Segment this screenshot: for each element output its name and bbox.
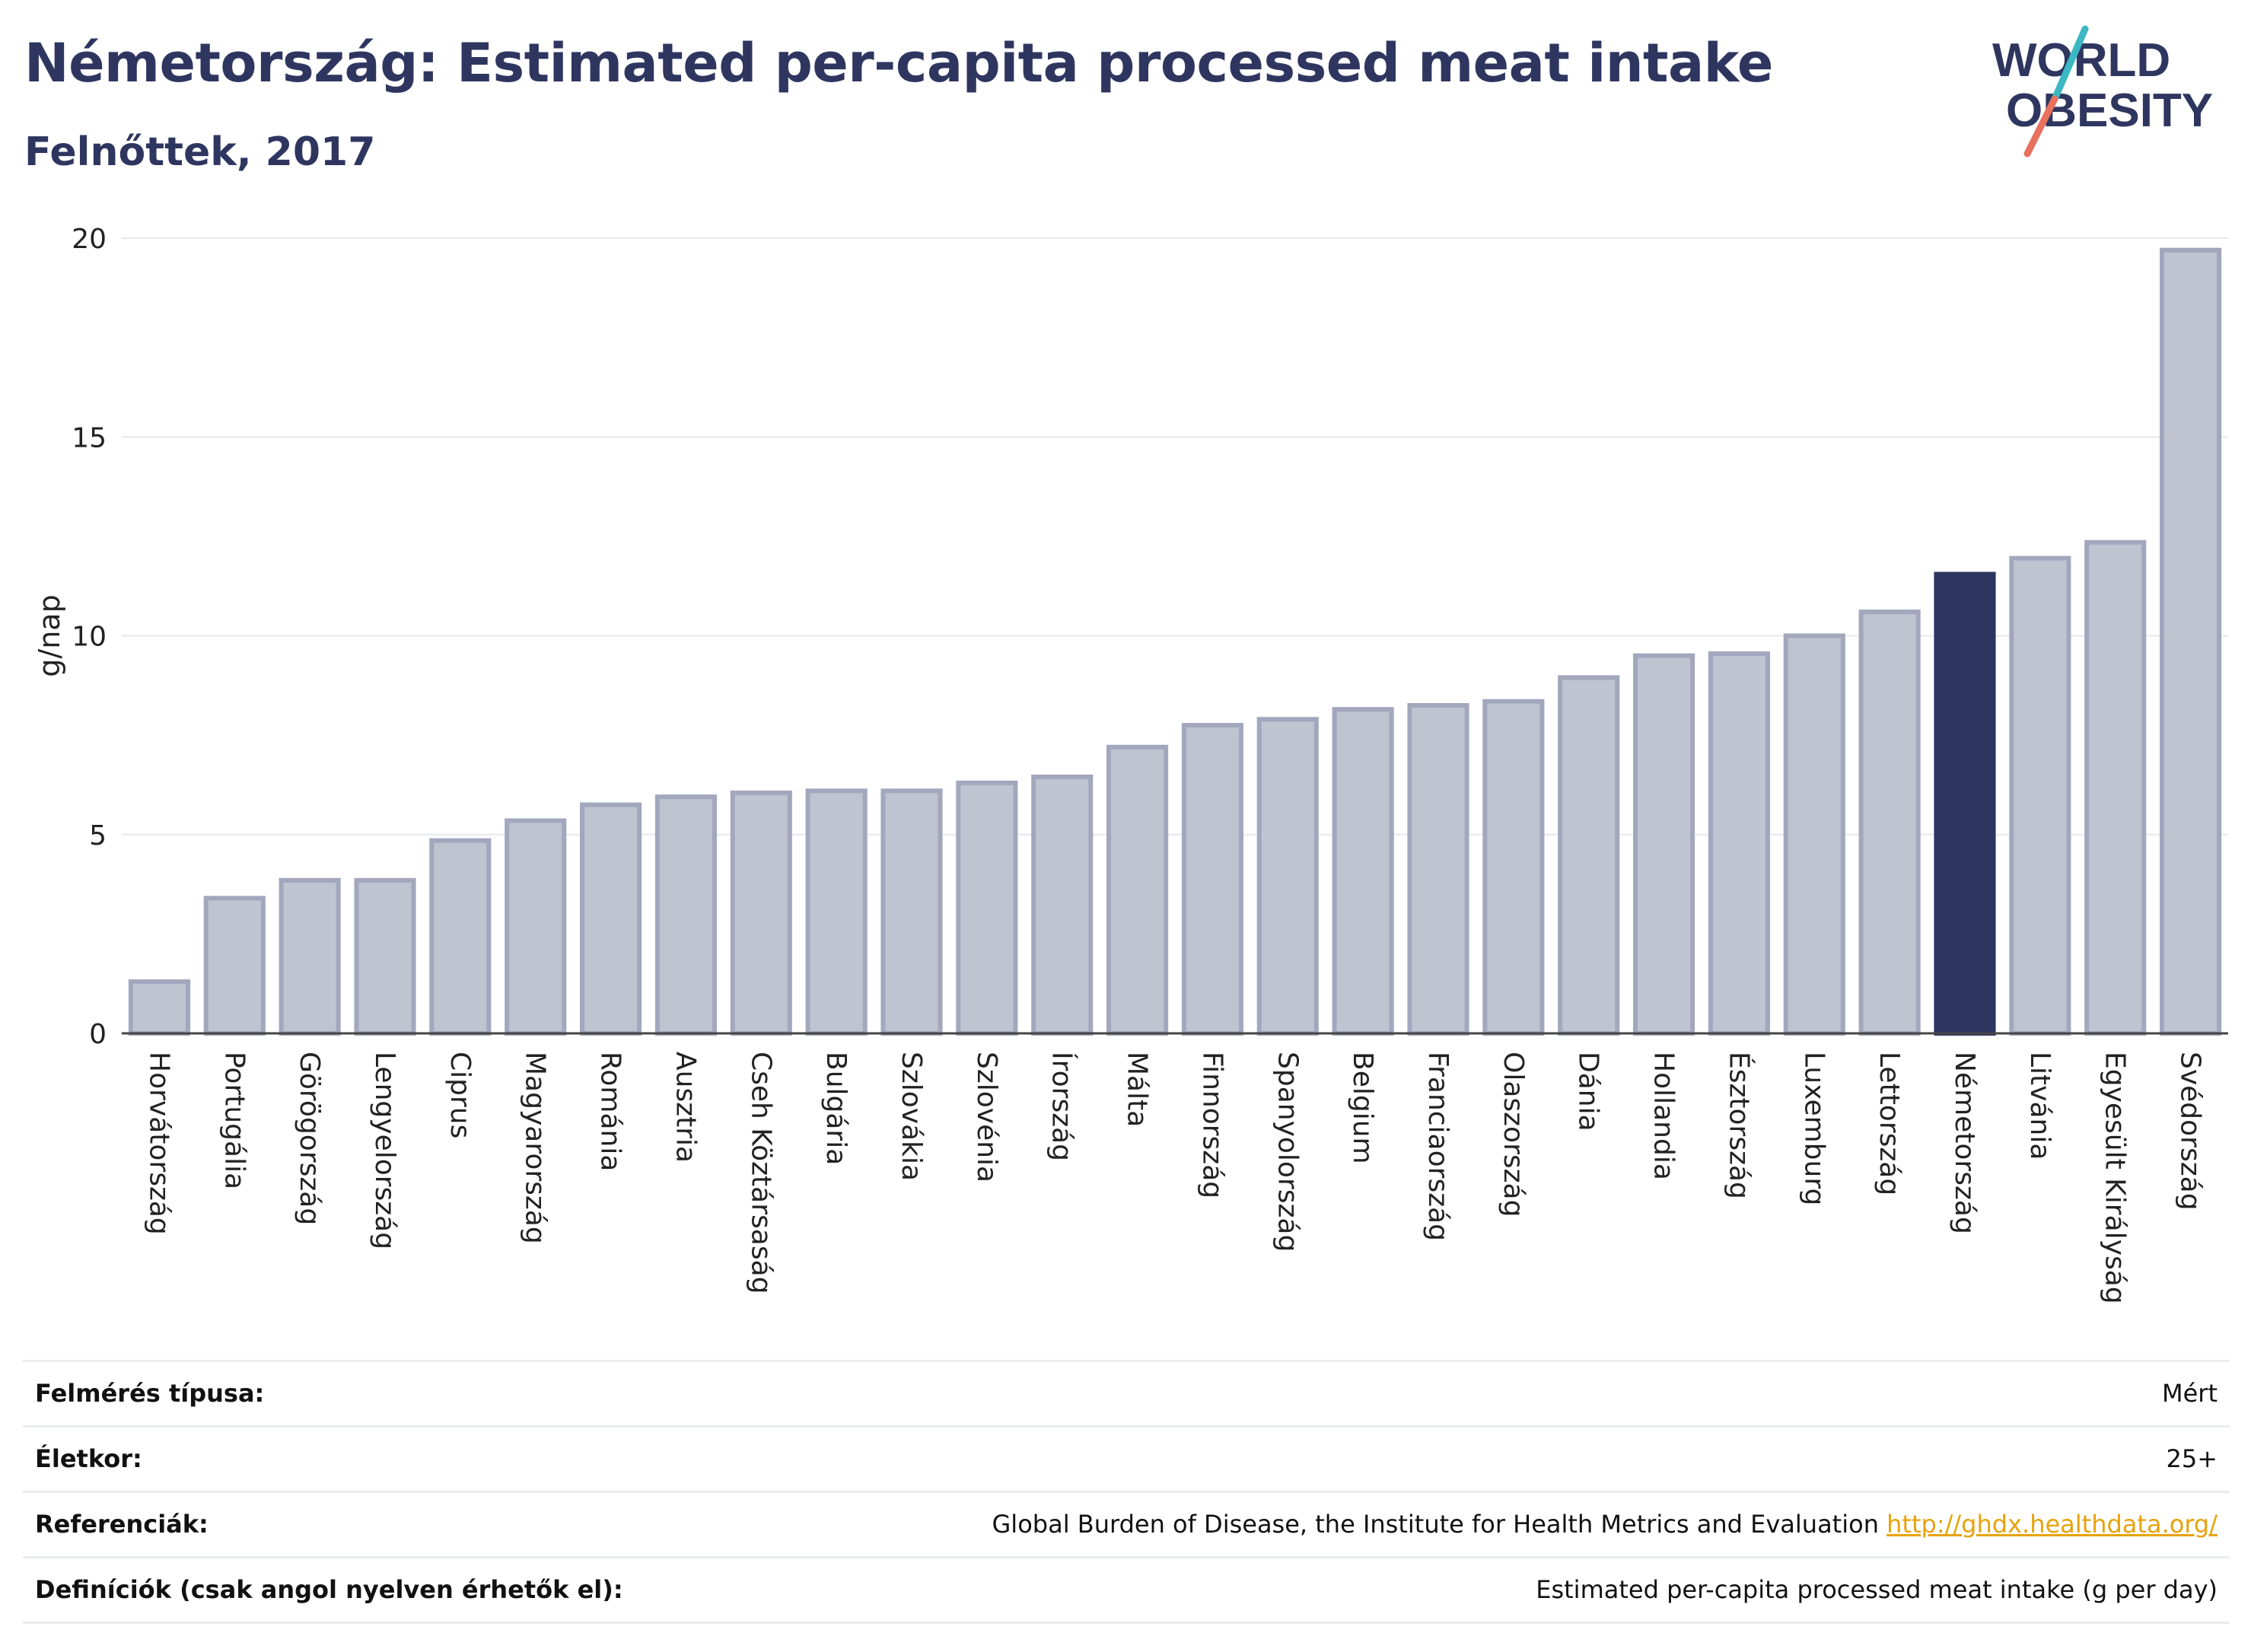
meta-value: Estimated per-capita processed meat inta… bbox=[1536, 1575, 2218, 1604]
bar bbox=[956, 780, 1018, 1036]
x-tick-label: Görögország bbox=[294, 1052, 325, 1225]
x-tick-label: Ausztria bbox=[670, 1052, 701, 1163]
bar-highlight bbox=[1934, 571, 1996, 1036]
x-tick-label: Észtország bbox=[1723, 1052, 1755, 1199]
bar bbox=[1181, 723, 1243, 1036]
x-tick-label: Ciprus bbox=[444, 1052, 476, 1138]
bar bbox=[1106, 744, 1169, 1036]
chart-subtitle: Felnőttek, 2017 bbox=[24, 129, 376, 175]
bar bbox=[1332, 707, 1394, 1036]
bar bbox=[880, 788, 943, 1036]
meta-label: Definíciók (csak angol nyelven érhetők e… bbox=[35, 1575, 623, 1604]
reference-text: Global Burden of Disease, the Institute … bbox=[992, 1510, 1879, 1539]
logo-slash-bottom bbox=[2023, 95, 2058, 158]
bar bbox=[2084, 540, 2147, 1036]
bar bbox=[1407, 702, 1469, 1036]
y-tick-label: 20 bbox=[72, 224, 107, 255]
tick-labels: 0 5 10 15 20 g/nap Horvátország Portugália Görög… bbox=[33, 224, 2206, 1304]
x-tick-label: Írország bbox=[1046, 1052, 1078, 1161]
logo-slash-top bbox=[2051, 25, 2089, 103]
y-axis-label: g/nap bbox=[33, 594, 66, 676]
metadata-table: Felmérés típusa: Mért Életkor: 25+ Refer… bbox=[23, 1360, 2230, 1624]
meta-row-survey-type: Felmérés típusa: Mért bbox=[23, 1360, 2230, 1425]
bar bbox=[730, 790, 792, 1036]
meta-label: Felmérés típusa: bbox=[35, 1379, 265, 1408]
meta-value: Mért bbox=[2162, 1379, 2218, 1408]
bar bbox=[1858, 610, 1921, 1036]
bar bbox=[505, 818, 567, 1036]
bar bbox=[654, 794, 717, 1036]
bar bbox=[1783, 633, 1845, 1036]
bar bbox=[1256, 717, 1319, 1036]
x-tick-label: Szlovénia bbox=[971, 1052, 1002, 1183]
bar bbox=[2009, 555, 2071, 1036]
x-tick-label: Magyarország bbox=[520, 1052, 551, 1244]
bar bbox=[1482, 699, 1545, 1036]
x-tick-label: Lengyelország bbox=[369, 1052, 400, 1249]
bar bbox=[279, 877, 341, 1036]
meta-value: 25+ bbox=[2166, 1444, 2218, 1473]
meta-row-definitions: Definíciók (csak angol nyelven érhetők e… bbox=[23, 1556, 2230, 1624]
x-tick-label: Franciaország bbox=[1422, 1052, 1453, 1241]
x-tick-label: Szlovákia bbox=[896, 1052, 927, 1181]
bar bbox=[203, 896, 266, 1036]
y-tick-label: 5 bbox=[89, 820, 107, 851]
x-tick-label: Horvátország bbox=[143, 1052, 174, 1235]
x-tick-label: Belgium bbox=[1347, 1052, 1378, 1164]
x-tick-label: Spanyolország bbox=[1272, 1052, 1303, 1252]
y-tick-label: 0 bbox=[89, 1019, 107, 1050]
bar bbox=[1558, 675, 1620, 1036]
x-tick-label: Olaszország bbox=[1498, 1052, 1529, 1217]
x-tick-label: Hollandia bbox=[1648, 1052, 1679, 1180]
x-tick-label: Portugália bbox=[218, 1052, 250, 1189]
x-tick-label: Luxemburg bbox=[1798, 1052, 1829, 1205]
bar bbox=[580, 802, 642, 1036]
bar bbox=[1633, 653, 1695, 1036]
x-tick-label: Málta bbox=[1122, 1052, 1153, 1127]
meta-row-references: Referenciák: Global Burden of Disease, t… bbox=[23, 1491, 2230, 1556]
bar bbox=[354, 877, 416, 1036]
y-tick-label: 15 bbox=[72, 422, 107, 454]
meta-value: Global Burden of Disease, the Institute … bbox=[992, 1493, 2218, 1556]
x-tick-label: Svédország bbox=[2175, 1052, 2206, 1211]
x-tick-label: Lettország bbox=[1874, 1052, 1905, 1195]
x-tick-label: Finnország bbox=[1196, 1052, 1227, 1198]
meta-row-age: Életkor: 25+ bbox=[23, 1425, 2230, 1491]
world-obesity-logo: WORLD OBESITY bbox=[1992, 25, 2213, 158]
bars bbox=[128, 247, 2222, 1036]
x-tick-label: Németország bbox=[1949, 1052, 1980, 1234]
x-tick-label: Litvánia bbox=[2024, 1052, 2055, 1160]
reference-link[interactable]: http://ghdx.healthdata.org/ bbox=[1886, 1510, 2218, 1539]
bar bbox=[1708, 651, 1770, 1036]
y-tick-label: 10 bbox=[72, 622, 107, 653]
chart-title: Németország: Estimated per-capita proces… bbox=[24, 32, 1773, 94]
bar bbox=[2160, 247, 2222, 1036]
x-tick-label: Románia bbox=[595, 1052, 626, 1171]
meta-label: Referenciák: bbox=[35, 1510, 209, 1539]
bar-chart: 0 5 10 15 20 g/nap Horvátország Portugália Görög… bbox=[33, 224, 2228, 1304]
bar bbox=[128, 979, 190, 1036]
x-tick-label: Bulgária bbox=[820, 1052, 852, 1165]
bar bbox=[429, 838, 492, 1036]
x-tick-label: Dánia bbox=[1573, 1052, 1604, 1132]
meta-label: Életkor: bbox=[35, 1444, 142, 1473]
x-tick-label: Cseh Köztársaság bbox=[745, 1052, 776, 1294]
x-tick-label: Egyesült Királyság bbox=[2100, 1052, 2131, 1304]
bar bbox=[805, 788, 868, 1036]
bar bbox=[1031, 774, 1094, 1036]
